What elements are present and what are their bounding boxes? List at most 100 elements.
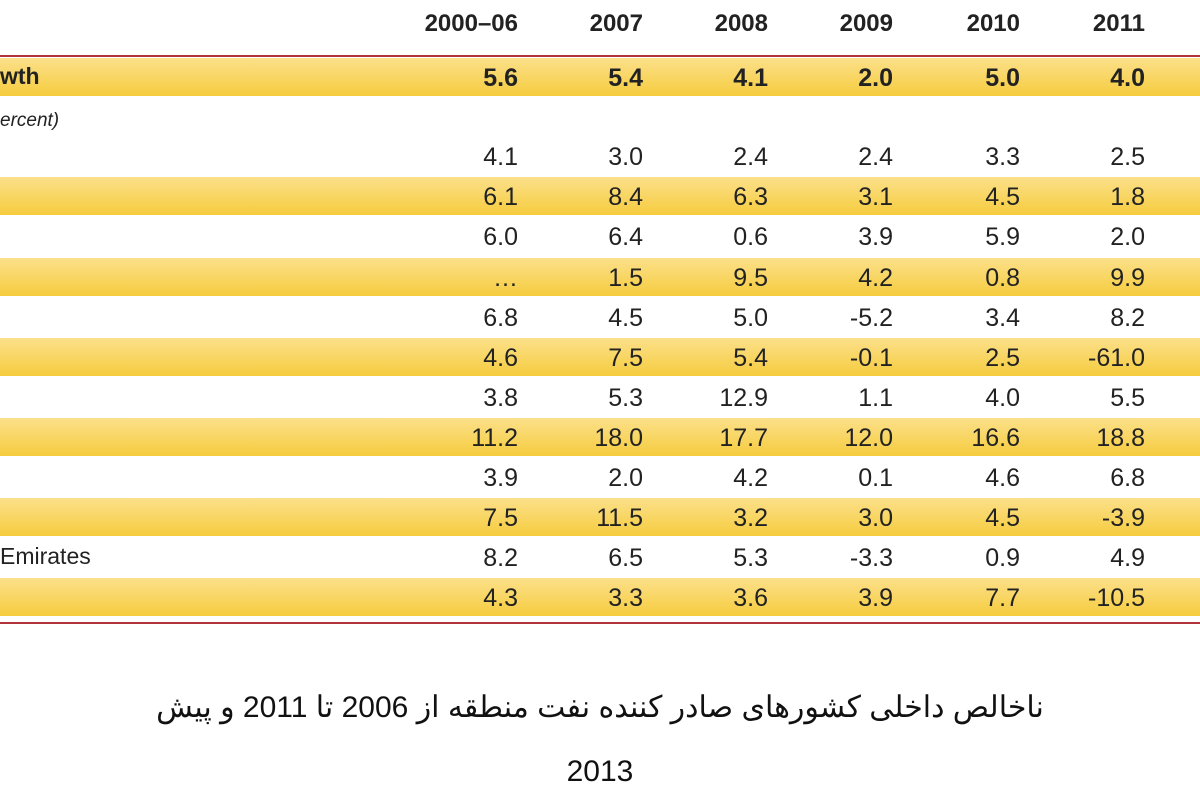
table-cell: 3.6 (733, 584, 768, 612)
table-cell: 2.5 (985, 344, 1020, 372)
table-cell: 12.9 (719, 384, 768, 412)
caption: 2013 (566, 755, 634, 788)
table-cell: 6.8 (483, 304, 518, 332)
table-cell: 11.2 (471, 424, 518, 452)
table-cell: 4.5 (608, 304, 643, 332)
table-cell: 3.2 (733, 504, 768, 532)
table-cell: 8.2 (483, 544, 518, 572)
column-header: 2008 (714, 10, 768, 37)
table-row: 3.8 5.3 12.9 1.1 4.0 5.5 (0, 378, 1200, 416)
column-header: 2007 (589, 10, 643, 37)
bottom-rule (0, 622, 1200, 624)
table-cell: 3.0 (608, 143, 643, 171)
table-cell: 11.5 (596, 504, 643, 532)
table-cell: 3.9 (483, 464, 518, 492)
table-cell: 3.1 (858, 183, 893, 211)
table-cell: 2.4 (733, 143, 768, 171)
table-cell: 2.0 (858, 64, 893, 92)
table-cell: 4.5 (985, 504, 1020, 532)
table-cell: 2.0 (608, 464, 643, 492)
table-cell: -5.2 (849, 304, 893, 332)
table-cell: -3.9 (1101, 504, 1145, 532)
table-cell: 4.1 (733, 64, 768, 92)
table-cell: 0.1 (858, 464, 893, 492)
table-cell: -61.0 (1088, 344, 1145, 372)
table-cell: 6.5 (608, 544, 643, 572)
table-row: … 1.5 9.5 4.2 0.8 9.9 (0, 258, 1200, 296)
table-cell: 12.0 (844, 424, 893, 452)
note: ercent) (0, 110, 60, 131)
table-cell: 4.6 (483, 344, 518, 372)
table-cell: 8.4 (608, 183, 643, 211)
table-cell: 9.9 (1110, 264, 1145, 292)
caption: ناخالص داخلی کشورهای صادر کننده نفت منطق… (156, 691, 1044, 724)
table-row: 6.1 8.4 6.3 3.1 4.5 1.8 (0, 177, 1200, 215)
table-row: 6.0 6.4 0.6 3.9 5.9 2.0 (0, 217, 1200, 255)
table-cell: 4.2 (733, 464, 768, 492)
table-cell: 18.0 (594, 424, 643, 452)
table-cell: … (493, 264, 518, 292)
table-cell: 4.1 (483, 143, 518, 171)
table-cell: 4.5 (985, 183, 1020, 211)
table-cell: 4.2 (858, 264, 893, 292)
table-cell: 3.0 (858, 504, 893, 532)
table-cell: 5.4 (733, 344, 768, 372)
table-cell: 6.8 (1110, 464, 1145, 492)
table-cell: -10.5 (1088, 584, 1145, 612)
column-header: 2009 (839, 10, 893, 37)
row-label: Emirates (0, 543, 91, 569)
table-cell: 18.8 (1096, 424, 1145, 452)
table-cell: 2.0 (1110, 223, 1145, 251)
table-cell: 4.0 (1110, 64, 1145, 92)
table-row: 4.6 7.5 5.4 -0.1 2.5 -61.0 (0, 338, 1200, 376)
table-row: wth 5.6 5.4 4.1 2.0 5.0 4.0 (0, 58, 1200, 96)
table-cell: 7.5 (608, 344, 643, 372)
column-header: 2010 (966, 10, 1020, 37)
table-cell: 0.9 (985, 544, 1020, 572)
table-cell: -3.3 (849, 544, 893, 572)
table-cell: 1.5 (608, 264, 643, 292)
table-cell: 3.9 (858, 223, 893, 251)
table-cell: 5.3 (608, 384, 643, 412)
table-cell: 9.5 (733, 264, 768, 292)
table-cell: 2.4 (858, 143, 893, 171)
row-label: wth (0, 63, 40, 89)
table-cell: 3.3 (985, 143, 1020, 171)
table-cell: 17.7 (719, 424, 768, 452)
table-cell: -0.1 (849, 344, 893, 372)
table-cell: 5.6 (483, 64, 518, 92)
table-row: 3.9 2.0 4.2 0.1 4.6 6.8 (0, 458, 1200, 496)
table-cell: 1.8 (1110, 183, 1145, 211)
table-cell: 5.5 (1110, 384, 1145, 412)
table-cell: 6.1 (483, 183, 518, 211)
table-cell: 4.9 (1110, 544, 1145, 572)
table-cell: 2.5 (1110, 143, 1145, 171)
table-cell: 3.4 (985, 304, 1020, 332)
table-cell: 6.4 (608, 223, 643, 251)
table-row: 4.3 3.3 3.6 3.9 7.7 -10.5 (0, 578, 1200, 616)
table-cell: 7.7 (985, 584, 1020, 612)
table-cell: 3.8 (483, 384, 518, 412)
table-cell: 7.5 (483, 504, 518, 532)
table-cell: 0.8 (985, 264, 1020, 292)
table-cell: 5.0 (733, 304, 768, 332)
table-cell: 6.0 (483, 223, 518, 251)
table-cell: 4.6 (985, 464, 1020, 492)
table-cell: 5.3 (733, 544, 768, 572)
top-rule (0, 55, 1200, 57)
table-cell: 0.6 (733, 223, 768, 251)
table-row: 11.2 18.0 17.7 12.0 16.6 18.8 (0, 418, 1200, 456)
table-cell: 1.1 (858, 384, 893, 412)
table-cell: 4.0 (985, 384, 1020, 412)
table-row: 4.1 3.0 2.4 2.4 3.3 2.5 (0, 137, 1200, 175)
table-row: 6.8 4.5 5.0 -5.2 3.4 8.2 (0, 298, 1200, 336)
table-cell: 16.6 (971, 424, 1020, 452)
table-cell: 3.9 (858, 584, 893, 612)
table-cell: 6.3 (733, 183, 768, 211)
column-header: 2000–06 (424, 10, 518, 37)
table-cell: 8.2 (1110, 304, 1145, 332)
table-cell: 3.3 (608, 584, 643, 612)
table-cell: 4.3 (483, 584, 518, 612)
column-header: 2011 (1092, 10, 1145, 37)
